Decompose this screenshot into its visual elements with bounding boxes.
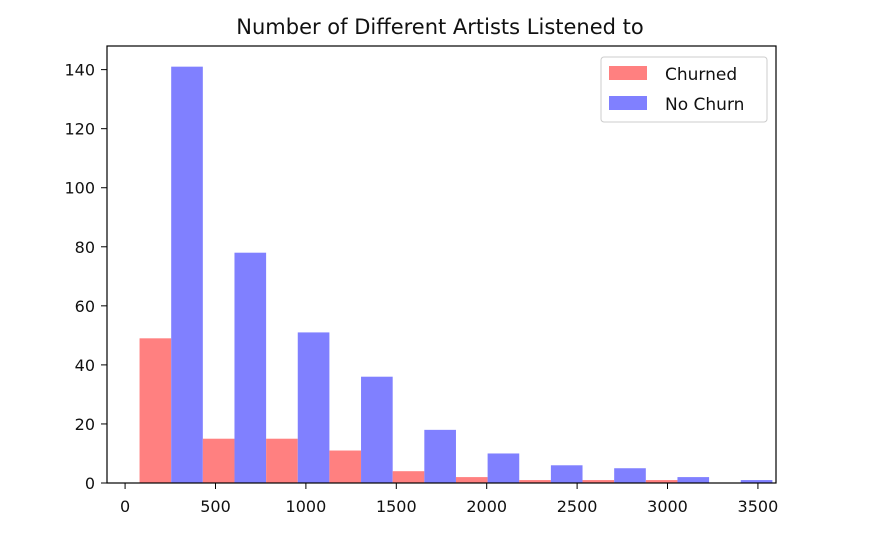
- bar-churned-6: [519, 480, 551, 483]
- bar-churned-3: [329, 450, 362, 483]
- x-tick-label: 3500: [738, 497, 779, 516]
- y-tick-label: 120: [64, 120, 95, 139]
- bar-churned-8: [645, 480, 678, 483]
- x-tick-label: 1000: [286, 497, 327, 516]
- bar-no-churn-1: [234, 252, 267, 483]
- bar-no-churn-2: [297, 332, 330, 483]
- chart-title: Number of Different Artists Listened to: [236, 15, 643, 39]
- x-tick-label: 2500: [557, 497, 598, 516]
- legend-label-no-churn: No Churn: [665, 95, 744, 115]
- y-tick-label: 40: [75, 356, 95, 375]
- x-tick-label: 500: [200, 497, 231, 516]
- y-tick-label: 80: [75, 238, 95, 257]
- x-tick-label: 2000: [466, 497, 507, 516]
- legend: Churned No Churn: [600, 56, 768, 123]
- bar-churned-0: [139, 338, 172, 483]
- bar-no-churn-7: [614, 468, 646, 483]
- bar-churned-4: [392, 471, 425, 483]
- bar-no-churn-4: [424, 429, 456, 483]
- bar-churned-7: [582, 480, 615, 483]
- legend-swatch-churned: [609, 66, 647, 80]
- y-tick-label: 140: [64, 61, 95, 80]
- y-tick-label: 0: [85, 474, 95, 493]
- bar-no-churn-5: [487, 453, 520, 483]
- bar-no-churn-0: [171, 66, 203, 484]
- x-tick-label: 1500: [376, 497, 417, 516]
- bar-churned-2: [266, 438, 298, 483]
- legend-swatch-no-churn: [609, 96, 647, 110]
- y-axis: 0 20 40 60 80 100 120 140: [64, 61, 107, 493]
- bar-no-churn-3: [361, 376, 393, 483]
- legend-label-churned: Churned: [665, 65, 737, 85]
- bar-churned-1: [202, 438, 235, 483]
- x-tick-label: 0: [120, 497, 130, 516]
- bars-group: [139, 66, 773, 484]
- bar-churned-5: [455, 477, 488, 483]
- y-tick-label: 20: [75, 415, 95, 434]
- bar-no-churn-9: [740, 480, 773, 483]
- x-tick-label: 3000: [647, 497, 688, 516]
- y-tick-label: 60: [75, 297, 95, 316]
- plot-frame: [106, 45, 777, 484]
- x-axis: 0 500 1000 1500 2000 2500 3000 3500: [120, 483, 778, 516]
- y-tick-label: 100: [64, 179, 95, 198]
- bar-no-churn-6: [550, 465, 583, 483]
- bar-no-churn-8: [677, 477, 710, 483]
